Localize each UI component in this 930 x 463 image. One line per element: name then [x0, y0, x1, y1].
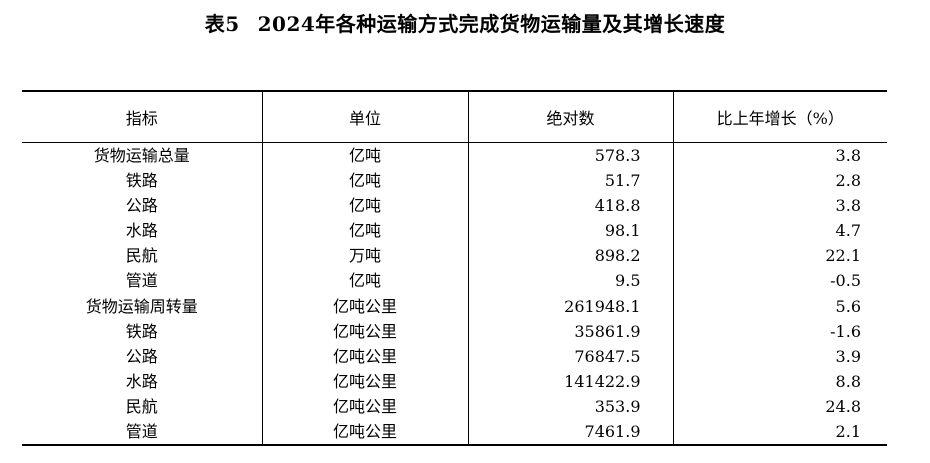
indicator-cell: 公路 — [125, 195, 158, 215]
unit-cell: 亿吨 — [261, 142, 468, 168]
unit-cell: 亿吨 — [261, 217, 468, 244]
absolute-cell: 9.5 — [467, 268, 673, 294]
indicator-cell: 公路 — [125, 346, 158, 366]
table-row: 水路 亿吨 98.1 4.7 — [22, 217, 887, 244]
growth-cell: 4.7 — [672, 217, 887, 244]
table-row: 公路 亿吨公里 76847.5 3.9 — [22, 343, 887, 369]
table-row: 管道 亿吨 9.5 -0.5 — [22, 268, 887, 294]
table-row: 货物运输总量 亿吨 578.3 3.8 — [22, 142, 887, 168]
table-row: 民航 万吨 898.2 22.1 — [22, 243, 887, 269]
unit-cell: 万吨 — [261, 243, 468, 269]
table-row: 水路 亿吨公里 141422.9 8.8 — [22, 369, 887, 395]
table-header: 指标 单位 绝对数 比上年增长（%） — [22, 90, 887, 143]
indicator-cell: 货物运输周转量 — [85, 296, 198, 316]
table-row: 民航 亿吨公里 353.9 24.8 — [22, 394, 887, 420]
header-growth: 比上年增长（%） — [672, 90, 887, 143]
growth-cell: 2.1 — [672, 419, 887, 447]
header-absolute: 绝对数 — [467, 90, 673, 143]
indicator-cell: 民航 — [125, 397, 158, 417]
growth-cell: 3.8 — [672, 192, 887, 218]
indicator-cell: 货物运输总量 — [93, 145, 190, 165]
table-row: 铁路 亿吨 51.7 2.8 — [22, 167, 887, 193]
indicator-cell: 铁路 — [125, 170, 158, 190]
unit-cell: 亿吨公里 — [261, 419, 468, 447]
growth-cell: 5.6 — [672, 293, 887, 319]
indicator-cell: 管道 — [125, 271, 158, 291]
growth-cell: 8.8 — [672, 369, 887, 395]
header-row: 指标 单位 绝对数 比上年增长（%） — [22, 90, 887, 143]
header-unit: 单位 — [261, 90, 468, 143]
absolute-cell: 76847.5 — [467, 343, 673, 369]
growth-cell: 3.8 — [672, 142, 887, 168]
indicator-cell: 管道 — [22, 419, 262, 447]
absolute-cell: 35861.9 — [467, 318, 673, 344]
growth-cell: 3.9 — [672, 343, 887, 369]
absolute-cell: 7461.9 — [467, 419, 673, 447]
absolute-cell: 98.1 — [467, 217, 673, 244]
indicator-cell: 民航 — [125, 246, 158, 266]
freight-table: 指标 单位 绝对数 比上年增长（%） 货物运输总量 亿吨 578.3 3.8 铁路 亿吨… — [22, 90, 887, 447]
absolute-cell: 353.9 — [467, 394, 673, 420]
growth-cell: -0.5 — [672, 268, 887, 294]
unit-cell: 亿吨公里 — [261, 394, 468, 420]
table-row: 公路 亿吨 418.8 3.8 — [22, 192, 887, 218]
absolute-cell: 898.2 — [467, 243, 673, 269]
growth-cell: 24.8 — [672, 394, 887, 420]
table-number: 表5 — [204, 12, 240, 36]
header-indicator: 指标 — [22, 90, 262, 143]
indicator-cell: 铁路 — [125, 321, 158, 341]
table-title-text: 2024年各种运输方式完成货物运输量及其增长速度 — [257, 12, 726, 36]
table-row: 管道 亿吨公里 7461.9 2.1 — [22, 419, 887, 447]
unit-cell: 亿吨公里 — [261, 343, 468, 369]
unit-cell: 亿吨公里 — [261, 293, 468, 319]
absolute-cell: 418.8 — [467, 192, 673, 218]
unit-cell: 亿吨 — [261, 268, 468, 294]
absolute-cell: 578.3 — [467, 142, 673, 168]
table-title: 表5 2024年各种运输方式完成货物运输量及其增长速度 — [0, 8, 930, 37]
unit-cell: 亿吨公里 — [261, 318, 468, 344]
table-row: 货物运输周转量 亿吨公里 261948.1 5.6 — [22, 293, 887, 319]
indicator-cell: 水路 — [125, 220, 158, 240]
table-row: 铁路 亿吨公里 35861.9 -1.6 — [22, 318, 887, 344]
absolute-cell: 51.7 — [467, 167, 673, 193]
growth-cell: -1.6 — [672, 318, 887, 344]
indicator-cell: 水路 — [125, 372, 158, 392]
growth-cell: 2.8 — [672, 167, 887, 193]
absolute-cell: 261948.1 — [467, 293, 673, 319]
unit-cell: 亿吨 — [261, 167, 468, 193]
absolute-cell: 141422.9 — [467, 369, 673, 395]
unit-cell: 亿吨 — [261, 192, 468, 218]
growth-cell: 22.1 — [672, 243, 887, 269]
table-body: 货物运输总量 亿吨 578.3 3.8 铁路 亿吨 51.7 2.8 公路 亿吨 418.8 3.… — [22, 142, 887, 447]
unit-cell: 亿吨公里 — [261, 369, 468, 395]
